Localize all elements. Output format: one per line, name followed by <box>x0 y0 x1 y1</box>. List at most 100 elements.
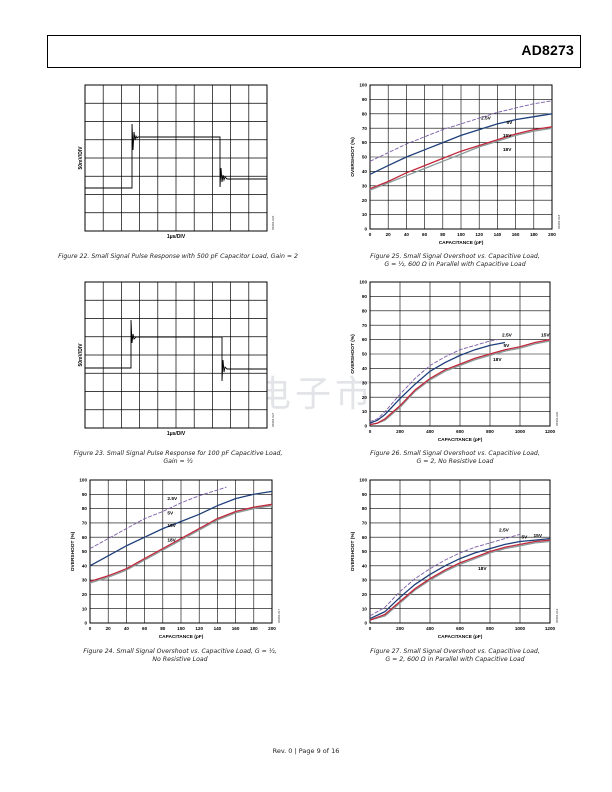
y-tick-label: 70 <box>362 323 368 328</box>
series-line-2_5V <box>369 100 553 162</box>
figure-code: 06984-017 <box>277 608 281 623</box>
x-tick-label: 0 <box>89 626 92 631</box>
y-tick-label: 20 <box>362 198 368 203</box>
y-tick-label: 60 <box>82 535 88 540</box>
series-label: 2.5V <box>502 333 513 339</box>
figure-26-caption-line1: Figure 26. Small Signal Overshoot vs. Ca… <box>370 450 540 457</box>
y-tick-label: 10 <box>362 212 368 217</box>
y-tick-label: 100 <box>359 478 367 483</box>
series-label: 18V <box>493 357 502 363</box>
y-tick-label: 80 <box>362 111 368 116</box>
figure-26-caption-line2: G = 2, No Resistive Load <box>416 458 494 465</box>
y-tick-label: 40 <box>362 563 368 568</box>
x-tick-label: 0 <box>369 429 372 434</box>
figure-27-caption-line2: G = 2, 600 Ω in Parallel with Capacitive… <box>385 656 525 663</box>
page-footer-text: Rev. 0 | Page 9 of 16 <box>272 747 340 755</box>
y-tick-label: 30 <box>82 578 88 583</box>
y-tick-label: 70 <box>82 521 88 526</box>
series-label: 5V <box>522 535 529 541</box>
series-line-5V <box>89 490 273 567</box>
scope-ylabel: 50mV/DIV <box>78 343 84 367</box>
chart-grid <box>370 85 552 229</box>
scope-grid <box>85 85 267 231</box>
x-tick-label: 160 <box>512 232 520 237</box>
series-line-18V <box>369 540 551 621</box>
plot-area <box>369 479 551 624</box>
figure-25-caption-line1: Figure 25. Small Signal Overshoot vs. Ca… <box>370 253 540 260</box>
x-tick-label: 800 <box>486 429 494 434</box>
y-tick-label: 20 <box>362 592 368 597</box>
series-line-5V <box>369 113 553 175</box>
x-tick-label: 100 <box>457 232 465 237</box>
y-tick-label: 80 <box>362 506 368 511</box>
x-tick-label: 1000 <box>515 429 526 434</box>
figure-24-caption-line1: Figure 24. Small Signal Overshoot vs. Ca… <box>83 648 277 655</box>
y-tick-label: 50 <box>362 352 368 357</box>
x-tick-label: 600 <box>456 429 464 434</box>
watermark-text: 维库电子市场网 <box>175 374 456 415</box>
x-tick-label: 800 <box>486 626 494 631</box>
scope-xlabel: 1μs/DIV <box>167 431 186 437</box>
y-tick-label: 60 <box>362 140 368 145</box>
page-footer: Rev. 0 | Page 9 of 16 <box>0 747 612 755</box>
y-tick-label: 90 <box>362 294 368 299</box>
series-label: 2.5V <box>481 116 492 122</box>
series-label: 5V <box>167 510 174 516</box>
plot-area <box>89 479 273 624</box>
x-tick-label: 40 <box>404 232 410 237</box>
y-tick-label: 100 <box>79 478 87 483</box>
x-tick-label: 20 <box>386 232 392 237</box>
x-tick-label: 0 <box>369 232 372 237</box>
x-tick-label: 60 <box>142 626 148 631</box>
series-label: 18V <box>478 566 487 572</box>
series-line-15V <box>369 539 551 621</box>
x-tick-label: 140 <box>214 626 222 631</box>
scope-xlabel: 1μs/DIV <box>167 234 186 240</box>
series-label: 18V <box>167 537 176 543</box>
y-tick-label: 40 <box>82 563 88 568</box>
y-tick-label: 0 <box>364 621 367 626</box>
x-tick-label: 80 <box>160 626 166 631</box>
figure-code: 06984-018 <box>557 214 561 229</box>
x-tick-label: 120 <box>475 232 483 237</box>
figure-code: 06984-026 <box>271 215 275 230</box>
figure-23-caption: Figure 23. Small Signal Pulse Response f… <box>50 450 306 466</box>
y-tick-label: 90 <box>362 97 368 102</box>
x-tick-label: 60 <box>422 232 428 237</box>
y-axis-label: OVERSHOOT (%) <box>350 137 356 177</box>
series-label: 18V <box>503 147 512 153</box>
series-label: 5V <box>507 120 514 126</box>
x-tick-label: 1000 <box>515 626 526 631</box>
scope-frame <box>84 84 268 232</box>
page-header: AD8273 <box>47 35 581 68</box>
x-axis-label: CAPACITANCE (pF) <box>159 634 204 640</box>
figure-25-caption-line2: G = ½, 600 Ω in Parallel with Capacitive… <box>384 261 526 268</box>
y-tick-label: 0 <box>364 227 367 232</box>
figure-26-caption: Figure 26. Small Signal Overshoot vs. Ca… <box>340 450 570 466</box>
y-tick-label: 0 <box>84 621 87 626</box>
y-tick-label: 100 <box>359 280 367 285</box>
series-line-15V <box>89 503 273 583</box>
x-tick-label: 80 <box>440 232 446 237</box>
series-label: 2.5V <box>499 527 510 533</box>
series-label: 15V <box>503 133 512 139</box>
y-tick-label: 90 <box>82 492 88 497</box>
y-tick-label: 100 <box>359 83 367 88</box>
chart-grid <box>370 480 550 623</box>
x-tick-label: 140 <box>494 232 502 237</box>
series-line-5V <box>369 537 551 620</box>
x-tick-label: 180 <box>530 232 538 237</box>
figure-25-caption: Figure 25. Small Signal Overshoot vs. Ca… <box>340 253 570 269</box>
series-label: 2.5V <box>167 496 178 502</box>
figure-code: 06984-020 <box>555 411 559 426</box>
x-axis-label: CAPACITANCE (pF) <box>439 240 484 246</box>
figure-22-caption: Figure 22. Small Signal Pulse Response w… <box>50 253 306 261</box>
y-tick-label: 10 <box>362 606 368 611</box>
y-tick-label: 80 <box>362 308 368 313</box>
series-line-15V <box>369 126 553 190</box>
chart-grid <box>90 480 272 623</box>
figure-22-caption-text: Figure 22. Small Signal Pulse Response w… <box>58 253 298 260</box>
y-tick-label: 60 <box>362 535 368 540</box>
y-tick-label: 20 <box>82 592 88 597</box>
y-tick-label: 30 <box>362 183 368 188</box>
